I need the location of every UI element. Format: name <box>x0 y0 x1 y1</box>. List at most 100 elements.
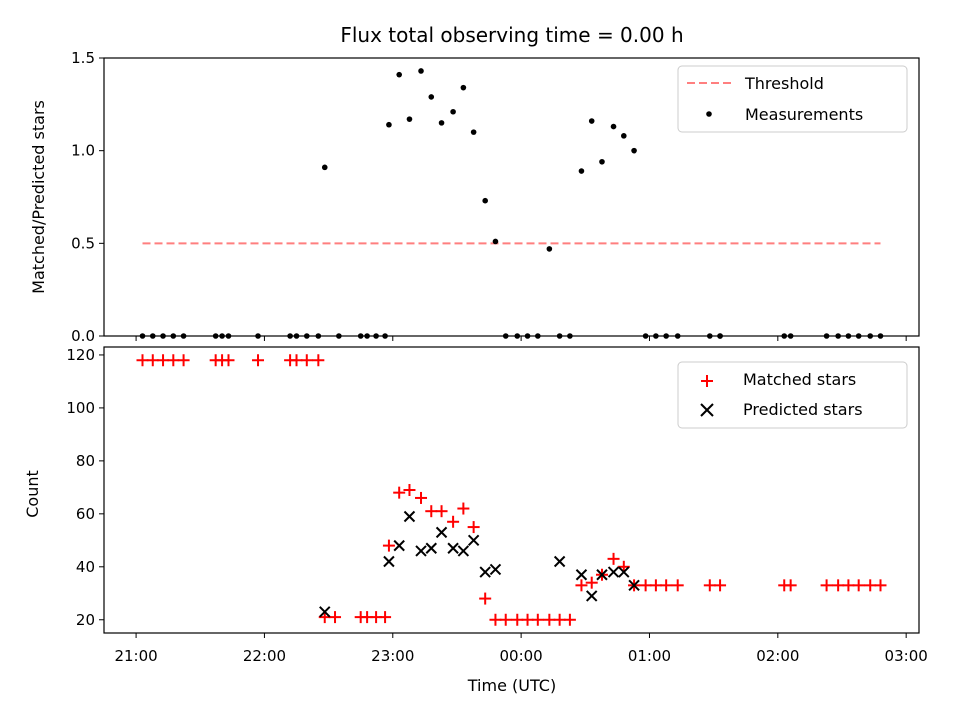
y-tick-label: 0.5 <box>71 234 95 252</box>
predicted-star-point <box>596 569 608 581</box>
matched-star-point <box>649 579 662 592</box>
matched-star-point <box>714 579 727 592</box>
measurement-point <box>717 333 723 339</box>
matched-star-point <box>379 611 392 624</box>
x-tick-label: 02:00 <box>756 647 799 665</box>
x-tick-label: 01:00 <box>628 647 671 665</box>
predicted-star-point <box>479 566 491 578</box>
x-tick-label: 03:00 <box>885 647 928 665</box>
measurements-legend-label: Measurements <box>745 105 863 124</box>
bottom-x-ticks: 21:00 22:00 23:00 00:00 01:00 02:00 03:00 <box>114 633 928 665</box>
measurement-point <box>225 333 232 339</box>
matched-star-point <box>703 579 716 592</box>
matched-legend-swatch <box>701 375 713 387</box>
chart-title: Flux total observing time = 0.00 h <box>340 23 683 47</box>
matched-star-point <box>585 576 598 589</box>
y-tick-label: 20 <box>76 611 95 629</box>
measurement-point <box>170 333 177 339</box>
measurements-legend-swatch <box>706 111 712 117</box>
measurement-point <box>787 333 794 339</box>
x-tick-label: 22:00 <box>243 647 286 665</box>
bottom-plot-marks <box>136 354 887 626</box>
matched-star-point <box>177 354 190 367</box>
measurement-point <box>149 333 156 339</box>
matched-star-point <box>874 579 887 592</box>
predicted-star-point <box>435 526 448 539</box>
measurement-point <box>364 333 370 339</box>
measurement-point <box>373 333 379 339</box>
matched-star-point <box>499 613 512 626</box>
matched-star-point <box>300 354 313 367</box>
predicted-star-point <box>618 566 630 578</box>
matched-star-point <box>660 579 673 592</box>
measurement-point <box>315 333 322 339</box>
matched-star-point <box>671 579 684 592</box>
measurement-point <box>139 333 146 339</box>
matched-star-point <box>832 579 845 592</box>
measurement-point <box>855 333 862 339</box>
measurement-point <box>386 121 392 128</box>
bottom-y-axis-label: Count <box>23 470 42 518</box>
predicted-star-point <box>457 545 470 557</box>
measurement-point <box>492 238 499 245</box>
predicted-star-point <box>393 539 405 552</box>
top-plot-area <box>103 57 920 337</box>
predicted-star-point <box>415 545 427 557</box>
y-tick-label: 40 <box>76 558 95 576</box>
matched-star-point <box>467 521 480 534</box>
predicted-star-point <box>383 555 395 568</box>
matched-star-point <box>852 579 865 592</box>
bottom-panel: 20 40 60 80 100 120 21:00 22:00 23:00 00:00 01:00… <box>23 346 928 695</box>
measurement-point <box>674 333 681 339</box>
measurement-point <box>357 333 364 339</box>
measurement-point <box>877 333 884 339</box>
measurement-point <box>293 333 300 339</box>
x-tick-label: 23:00 <box>371 647 414 665</box>
x-tick-label: 21:00 <box>114 647 157 665</box>
measurement-point <box>621 133 627 139</box>
matched-star-point <box>382 539 395 552</box>
y-tick-label: 1.0 <box>71 142 95 160</box>
matched-star-point <box>531 613 544 626</box>
matched-legend-label: Matched stars <box>743 370 856 389</box>
matched-star-point <box>563 613 576 626</box>
measurement-point <box>588 118 595 124</box>
predicted-star-point <box>575 569 588 581</box>
predicted-star-point <box>607 566 620 578</box>
measurement-point <box>160 333 166 339</box>
measurement-point <box>219 333 225 339</box>
measurement-point <box>212 333 219 339</box>
matched-star-point <box>415 491 428 504</box>
measurement-point <box>287 333 293 339</box>
measurement-point <box>845 333 852 339</box>
top-legend: Threshold Measurements <box>677 65 908 133</box>
measurement-point <box>610 123 617 130</box>
matched-star-point <box>575 579 588 592</box>
measurement-point <box>303 333 310 339</box>
measurement-point <box>336 333 342 339</box>
measurement-point <box>599 158 605 165</box>
measurement-point <box>546 246 553 252</box>
predicted-star-point <box>586 590 598 602</box>
measurement-point <box>578 168 585 174</box>
y-tick-label: 80 <box>76 452 95 470</box>
measurement-point <box>535 333 541 339</box>
threshold-legend-label: Threshold <box>744 74 824 93</box>
measurement-point <box>642 333 649 339</box>
measurement-point <box>396 71 402 78</box>
y-tick-label: 100 <box>66 399 95 417</box>
measurement-point <box>781 333 788 339</box>
predicted-star-point <box>403 510 416 523</box>
matched-star-point <box>393 486 406 499</box>
top-y-ticks: 0.0 0.5 1.0 1.5 <box>71 49 104 345</box>
measurement-point <box>180 333 187 339</box>
bottom-legend: Matched stars Predicted stars <box>677 361 908 429</box>
measurement-point <box>631 147 637 154</box>
matched-star-point <box>864 579 877 592</box>
measurement-point <box>460 84 467 91</box>
measurement-point <box>382 333 388 339</box>
matched-star-point <box>511 613 524 626</box>
matched-star-point <box>820 579 833 592</box>
matched-star-point <box>479 592 492 605</box>
